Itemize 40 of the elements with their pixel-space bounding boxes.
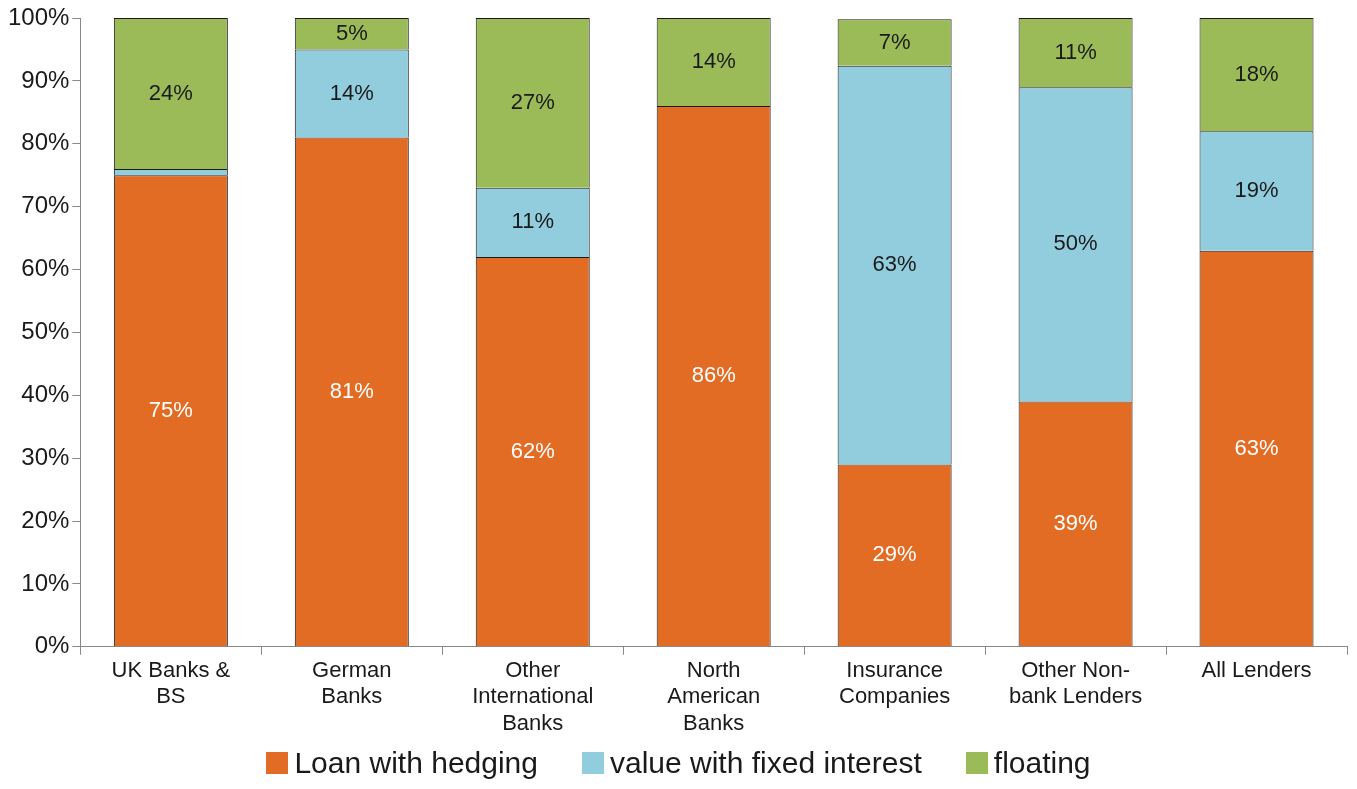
y-tick-label: 70% [21,191,70,219]
legend-label: floating [993,746,1091,780]
data-label: 24% [148,79,193,105]
data-label: 7% [878,28,911,54]
y-tick-label: 100% [7,2,70,30]
data-label: 62% [510,437,555,463]
data-label: 75% [148,396,193,422]
data-label: 19% [1234,176,1279,202]
y-tick-label: 20% [21,505,70,533]
x-tick-label: All Lenders [1201,657,1312,683]
data-label: 29% [872,541,917,567]
y-tick-label: 90% [21,65,70,93]
data-label: 27% [510,88,555,114]
legend-label: value with fixed interest [609,746,922,780]
data-label: 39% [1053,510,1098,535]
x-tick-label: Other International Banks [472,657,594,735]
data-label: 63% [872,251,917,277]
data-label: 81% [329,377,374,403]
y-tick-label: 60% [21,254,70,282]
y-tick-label: 80% [21,128,70,156]
data-label: 5% [335,19,368,45]
x-tick-label: Insurance Companies [839,657,951,709]
legend-label: Loan with hedging [294,746,538,780]
y-tick-label: 0% [34,631,70,659]
x-tick-label: German Banks [312,657,392,709]
data-label: 86% [691,362,736,388]
y-tick-label: 30% [21,442,70,470]
x-tick-label: UK Banks & BS [111,657,231,709]
data-label: 11% [511,208,554,234]
y-tick-label: 50% [21,317,70,345]
y-tick-label: 10% [21,568,70,596]
data-label: 14% [691,48,736,74]
data-label: 18% [1234,60,1279,86]
data-label: 11% [1054,38,1097,64]
x-tick-label: Other Non-bank Lenders [1008,657,1143,709]
data-label: 14% [329,79,374,105]
x-tick-label: North American Banks [667,657,761,735]
data-label: 50% [1053,230,1098,256]
y-tick-label: 40% [21,379,70,407]
data-label: 63% [1234,434,1279,460]
